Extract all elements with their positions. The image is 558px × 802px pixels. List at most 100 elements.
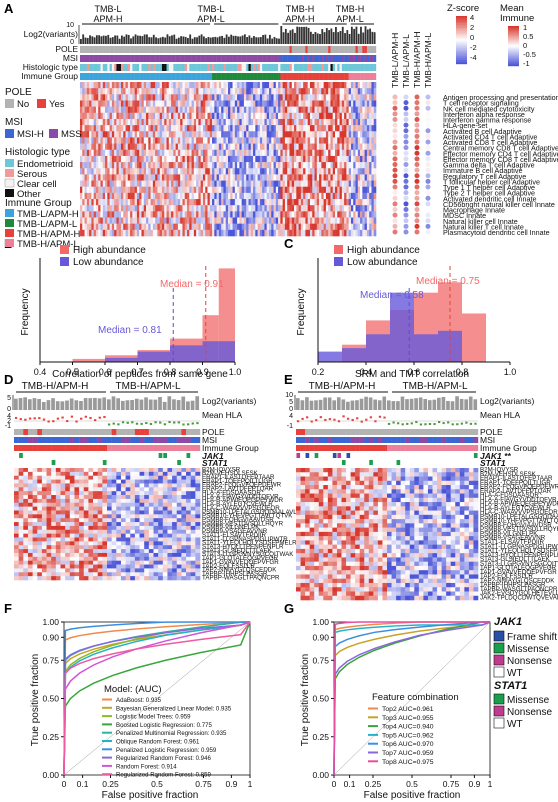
heatmap-cell [173, 149, 176, 157]
heatmap-cell [55, 468, 61, 473]
heatmap-cell [300, 88, 304, 95]
heatmap-cell [243, 174, 247, 181]
heatmap-cell [257, 149, 261, 157]
heatmap-cell [360, 192, 363, 200]
heatmap-cell [162, 475, 168, 480]
histologic-cell [278, 64, 281, 71]
heatmap-cell [246, 125, 249, 132]
heatmap-cell [65, 483, 71, 488]
signature-label-15: T follicular helper cell Adaptive [443, 177, 540, 186]
heatmap-cell [102, 118, 106, 126]
histologic-cell [348, 64, 352, 71]
heatmap-cell [162, 495, 168, 500]
heatmap-cell [148, 131, 151, 138]
heatmap-cell [278, 192, 281, 200]
heatmap-cell [69, 475, 75, 480]
msi-cell [150, 55, 154, 62]
variant-bar [162, 401, 167, 410]
heatmap-cell [275, 205, 279, 212]
heatmap-cell [171, 131, 174, 138]
heatmap-cell [118, 192, 122, 200]
mean-immune-dot [414, 94, 420, 100]
heatmap-cell [171, 180, 174, 188]
heatmap-cell [350, 192, 354, 200]
heatmap-cell [366, 106, 370, 114]
heatmap-cell [84, 112, 88, 120]
heatmap-cell [366, 82, 370, 89]
histologic-cell [230, 64, 233, 71]
zscore-bar-segment [456, 25, 467, 27]
heatmap-cell [369, 100, 372, 107]
heatmap-cell [323, 205, 327, 212]
mean-hla-mark [140, 422, 143, 425]
heatmap-cell [118, 118, 122, 126]
heatmap-cell [273, 168, 277, 175]
heatmap-cell [207, 88, 211, 95]
heatmap-cell [46, 468, 52, 473]
msi-cell [266, 55, 270, 62]
heatmap-cell [102, 491, 108, 496]
heatmap-cell [371, 211, 375, 218]
variant-bar [264, 34, 267, 44]
histologic-cell [325, 64, 329, 71]
heatmap-cell [189, 125, 192, 132]
variant-bar [187, 38, 189, 44]
pole-cell [337, 46, 340, 53]
heatmap-cell [193, 131, 197, 138]
heatmap-cell [289, 205, 293, 212]
heatmap-cell [255, 205, 258, 212]
heatmap-cell [82, 211, 85, 218]
heatmap-cell [373, 100, 377, 107]
msi-cell [221, 55, 224, 62]
heatmap-cell [221, 155, 224, 163]
heatmap-cell [239, 155, 242, 163]
heatmap-cell [89, 100, 92, 107]
heatmap-cell [134, 211, 138, 218]
heatmap-cell [167, 487, 173, 492]
heatmap-cell [268, 149, 272, 157]
heatmap-cell [157, 180, 160, 188]
heatmap-cell [294, 162, 297, 169]
stat1-cell [33, 460, 37, 465]
heatmap-cell [88, 483, 94, 488]
heatmap-cell [111, 192, 115, 200]
heatmap-cell [175, 118, 179, 126]
heatmap-cell [248, 180, 252, 188]
heatmap-cell [166, 217, 170, 224]
heatmap-cell [373, 192, 377, 200]
histologic-cell [221, 64, 224, 71]
heatmap-cell [14, 483, 19, 488]
heatmap-cell [83, 471, 89, 477]
heatmap-cell [248, 192, 252, 200]
immune-group-cell [221, 73, 224, 80]
pole-cell [257, 46, 261, 53]
heatmap-cell [273, 118, 277, 126]
heatmap-cell [291, 131, 295, 138]
immune-group-cell [105, 73, 108, 80]
pole-cell [125, 429, 131, 435]
heatmap-cell [332, 94, 336, 101]
heatmap-cell [255, 143, 258, 151]
heatmap-cell [55, 506, 61, 511]
heatmap-cell [109, 88, 113, 95]
heatmap-cell [321, 94, 324, 101]
heatmap-cell [248, 88, 252, 95]
heatmap-cell [280, 112, 283, 120]
heatmap-cell [177, 168, 181, 175]
heatmap-cell [366, 180, 370, 188]
heatmap-cell [246, 155, 249, 163]
heatmap-cell [177, 106, 181, 114]
msi-cell [223, 55, 226, 62]
variant-bar [167, 396, 172, 410]
heatmap-cell [125, 180, 129, 188]
heatmap-cell [114, 217, 117, 224]
heatmap-cell [353, 180, 356, 188]
heatmap-cell [346, 199, 349, 206]
heatmap-cell [298, 186, 302, 194]
immune-group-cell [246, 73, 249, 80]
heatmap-cell [259, 125, 263, 132]
heatmap-cell [296, 112, 299, 120]
pole-cell [289, 46, 292, 53]
heatmap-cell [202, 112, 206, 120]
heatmap-cell [330, 162, 334, 169]
